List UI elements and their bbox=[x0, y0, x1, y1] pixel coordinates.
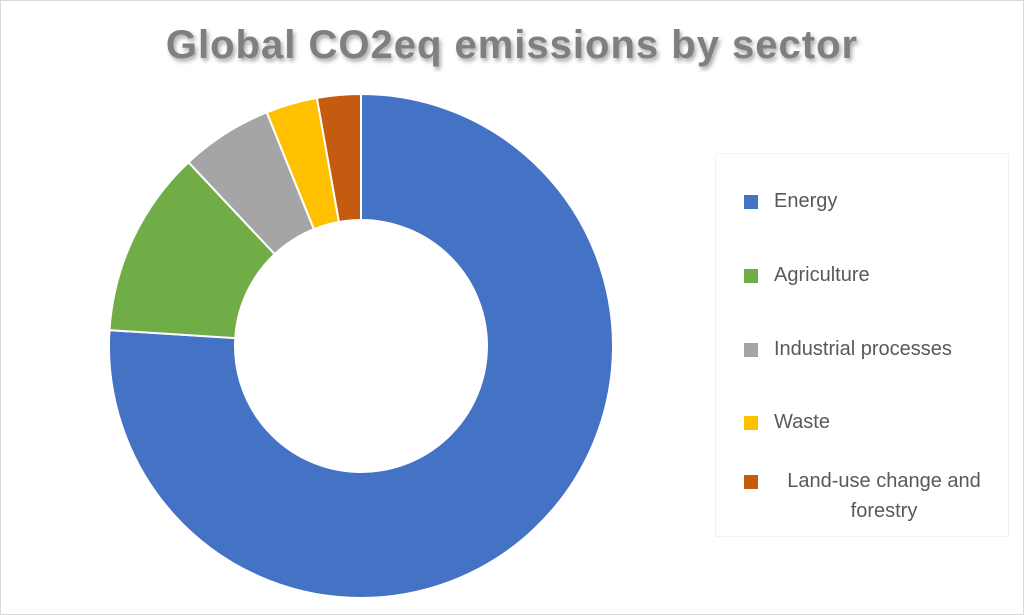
legend-item: Agriculture bbox=[744, 264, 994, 290]
legend-item: Land-use change and forestry bbox=[744, 470, 994, 526]
donut-slice bbox=[108, 92, 614, 599]
legend: Energy Agriculture Industrial processes Was… bbox=[715, 153, 1009, 537]
legend-label: Energy bbox=[774, 190, 838, 212]
legend-item: Waste bbox=[744, 411, 994, 437]
legend-swatch bbox=[744, 269, 758, 283]
legend-item: Industrial processes bbox=[744, 338, 994, 364]
legend-label: Land-use change and forestry bbox=[787, 470, 981, 522]
legend-label: Agriculture bbox=[774, 264, 870, 286]
legend-label: Waste bbox=[774, 411, 830, 433]
legend-swatch bbox=[744, 195, 758, 209]
legend-label: Industrial processes bbox=[774, 338, 952, 360]
legend-swatch bbox=[744, 416, 758, 430]
donut-slice bbox=[315, 92, 362, 224]
chart-title: Global CO2eq emissions by sector bbox=[165, 23, 859, 67]
legend-item: Energy bbox=[744, 190, 994, 216]
chart bbox=[108, 92, 614, 599]
legend-swatch bbox=[744, 343, 758, 357]
legend-swatch bbox=[744, 475, 758, 489]
